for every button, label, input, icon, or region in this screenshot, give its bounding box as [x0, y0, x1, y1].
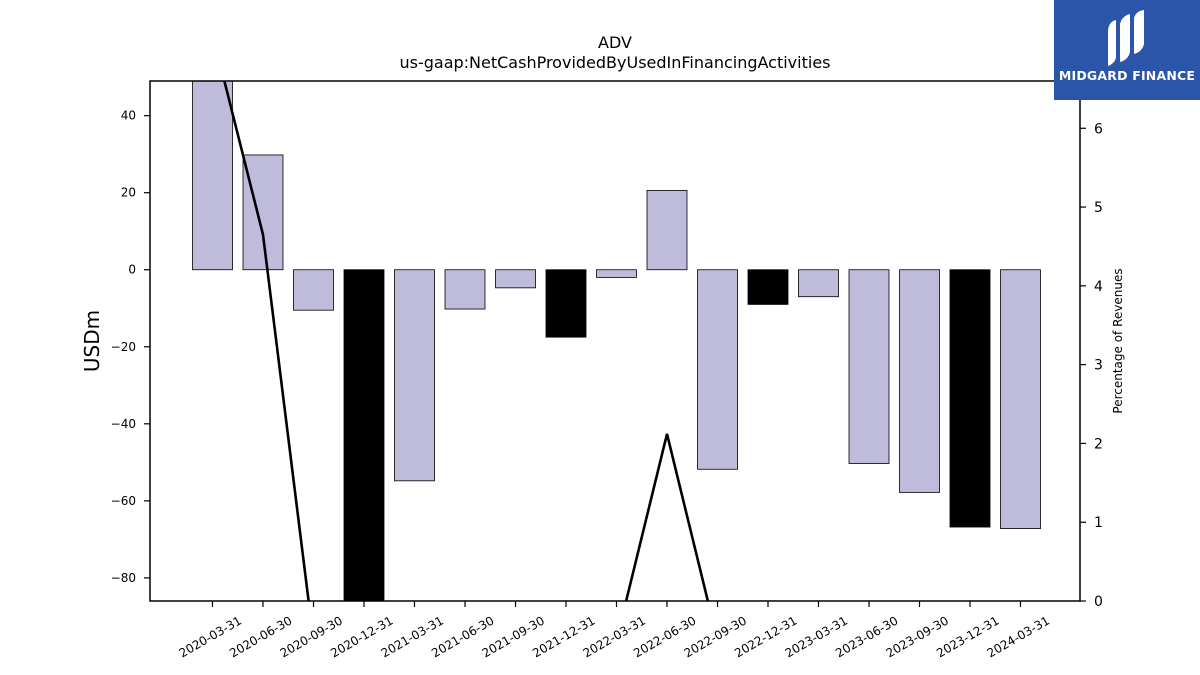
bar-2020-06-30	[242, 154, 284, 271]
plot-frame	[149, 80, 1081, 602]
bar-2024-03-31	[1000, 269, 1041, 529]
bar-2021-09-30	[495, 269, 536, 289]
y-tick-label: −80	[111, 571, 136, 585]
bar-group	[192, 81, 1041, 601]
y-axis: 40 20 0 −20 −40 −60 −80	[111, 109, 150, 585]
y-tick-label: 20	[121, 186, 136, 200]
x-axis: 2020-03-312020-06-302020-09-302020-12-31…	[177, 601, 1052, 660]
line-segment-0	[223, 81, 310, 601]
y-tick-label: −60	[111, 494, 136, 508]
y-axis-label: USDm	[80, 310, 104, 372]
bar-2023-06-30	[848, 269, 890, 464]
line-segment-1	[624, 433, 710, 601]
y2-tick-label: 5	[1094, 200, 1103, 216]
bar-2020-09-30	[293, 269, 334, 311]
y2-tick-label: 0	[1094, 594, 1103, 610]
bar-2022-06-30	[646, 189, 688, 271]
bar-2023-03-31	[798, 269, 839, 298]
y2-axis: 0 1 2 3 4 5 6	[1080, 121, 1103, 610]
bar-2020-12-31	[343, 269, 385, 601]
line-group	[223, 81, 710, 601]
bar-2022-03-31	[596, 269, 637, 278]
logo-text: MIDGARD FINANCE	[1058, 68, 1196, 83]
chart-title: ADV	[598, 33, 632, 52]
y2-tick-label: 1	[1094, 515, 1103, 531]
y-tick-label: −20	[111, 340, 136, 354]
bar-2021-12-31	[545, 269, 587, 338]
y-tick-label: −40	[111, 417, 136, 431]
y-tick-label: 40	[121, 109, 136, 123]
bar-2021-06-30	[444, 269, 486, 310]
brand-logo: MIDGARD FINANCE	[1054, 0, 1200, 100]
y2-tick-label: 3	[1094, 358, 1103, 374]
logo-mark-icon	[1108, 10, 1144, 66]
bar-2023-09-30	[899, 269, 940, 493]
bar-2020-03-31	[192, 81, 233, 271]
y2-axis-label: Percentage of Revenues	[1111, 268, 1125, 413]
bar-2022-12-31	[747, 269, 789, 305]
y2-tick-label: 6	[1094, 121, 1103, 137]
y-tick-label: 0	[128, 263, 136, 277]
y2-tick-label: 4	[1094, 279, 1103, 295]
chart-subtitle: us-gaap:NetCashProvidedByUsedInFinancing…	[399, 53, 830, 72]
bar-2021-03-31	[394, 269, 435, 482]
bar-2022-09-30	[697, 269, 738, 470]
y2-tick-label: 2	[1094, 436, 1103, 452]
bar-2023-12-31	[949, 269, 991, 528]
